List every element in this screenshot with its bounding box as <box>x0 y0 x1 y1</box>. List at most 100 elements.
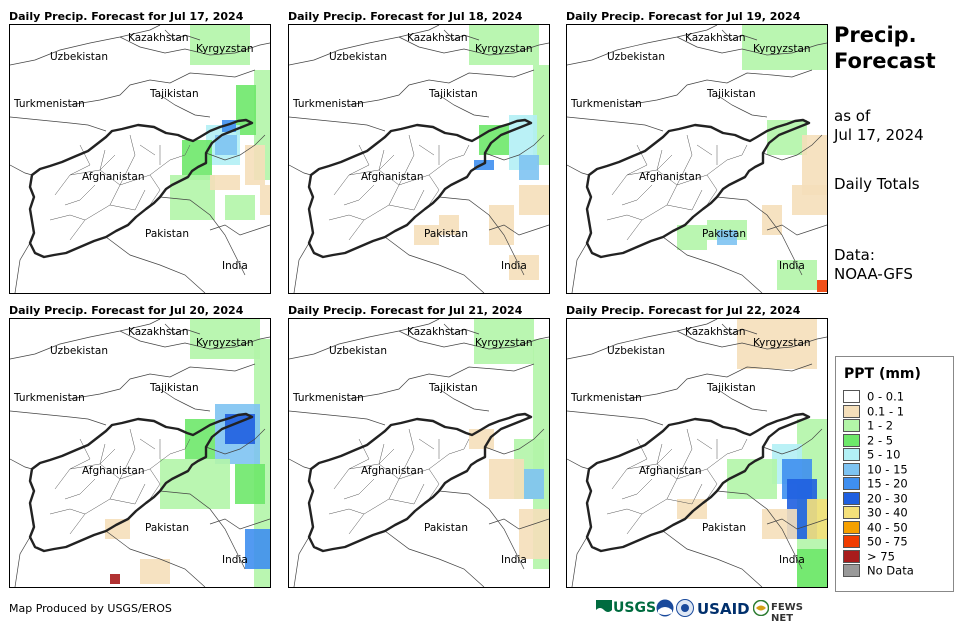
precip-area <box>105 519 130 539</box>
country-border <box>626 69 813 106</box>
country-label: Pakistan <box>424 228 468 240</box>
country-border <box>438 94 490 118</box>
afghanistan-outline <box>28 412 254 553</box>
country-border <box>159 388 211 412</box>
province-boundary <box>333 174 350 196</box>
province-boundary <box>428 174 440 206</box>
province-boundary <box>676 428 693 480</box>
country-border <box>676 36 827 56</box>
legend-swatch <box>843 564 860 577</box>
country-border <box>119 330 270 350</box>
doc-seal-icon <box>676 599 694 617</box>
country-border <box>14 242 31 293</box>
province-boundary <box>378 149 385 171</box>
legend-item: No Data <box>843 563 914 578</box>
precip-area <box>474 160 494 170</box>
province-boundary <box>388 498 415 505</box>
legend-label: 0 - 0.1 <box>867 389 905 404</box>
noaa-logo-icon <box>656 599 674 617</box>
country-border <box>762 134 823 161</box>
country-border <box>10 458 33 470</box>
legend-item: 0 - 0.1 <box>843 389 905 404</box>
country-border <box>716 388 768 412</box>
precip-area <box>215 135 237 155</box>
precip-area <box>439 215 459 235</box>
province-boundary <box>656 154 673 171</box>
country-border <box>571 242 588 293</box>
province-boundary <box>691 483 703 505</box>
province-boundary <box>388 204 415 211</box>
country-border <box>567 319 718 360</box>
country-border <box>626 363 813 400</box>
legend-label: 15 - 20 <box>867 476 908 491</box>
legend-label: > 75 <box>867 549 895 563</box>
precip-area <box>519 185 549 215</box>
precip-area <box>245 145 265 185</box>
province-boundary <box>139 144 156 156</box>
country-border <box>289 116 386 132</box>
legend-label: 20 - 30 <box>867 491 908 505</box>
country-label: Turkmenistan <box>13 98 85 110</box>
country-border <box>69 363 256 400</box>
legend-item: 1 - 2 <box>843 418 893 433</box>
province-boundary <box>64 184 96 206</box>
country-border <box>10 319 161 360</box>
province-boundary <box>656 448 673 465</box>
province-boundary <box>348 169 400 206</box>
province-boundary <box>328 214 365 221</box>
precip-area <box>717 230 737 245</box>
legend-swatch <box>843 433 860 447</box>
precip-area <box>414 225 439 245</box>
panel-title: Daily Precip. Forecast for Jul 20, 2024 <box>9 304 244 317</box>
country-label: Kyrgyzstan <box>196 337 254 349</box>
country-border <box>205 134 266 161</box>
legend-label: 10 - 15 <box>867 462 908 476</box>
province-boundary <box>109 204 136 211</box>
afghanistan-outline <box>28 118 254 259</box>
country-border <box>766 224 827 236</box>
country-label: Kazakhstan <box>407 326 468 338</box>
legend-label: 50 - 75 <box>867 534 908 549</box>
province-boundary <box>119 428 136 480</box>
province-boundary <box>606 214 643 221</box>
legend-label: 0.1 - 1 <box>867 404 905 418</box>
province-boundary <box>418 144 435 156</box>
province-boundary <box>134 483 146 505</box>
country-border <box>10 410 107 426</box>
precip-map: Kazakhstan Kyrgyzstan Uzbekistan Tajikistan… <box>566 24 828 294</box>
province-boundary <box>54 468 71 490</box>
province-boundary <box>621 184 653 206</box>
province-boundary <box>413 189 425 211</box>
legend-item: 10 - 15 <box>843 462 908 476</box>
precip-area <box>677 499 707 519</box>
usgs-logo-icon <box>596 600 612 616</box>
country-border <box>484 134 545 161</box>
afghanistan-outline <box>307 412 533 553</box>
country-border <box>159 196 246 276</box>
province-boundary <box>696 438 713 450</box>
province-boundary <box>343 184 375 206</box>
province-boundary <box>666 204 693 211</box>
legend-item: 40 - 50 <box>843 520 908 534</box>
precip-area <box>677 225 707 250</box>
precip-map: Kazakhstan Kyrgyzstan Uzbekistan Tajikistan… <box>288 24 550 294</box>
country-border <box>14 536 31 587</box>
afghanistan-outline <box>585 118 811 259</box>
data-label: Data: <box>834 246 875 264</box>
country-label: Afghanistan <box>82 171 145 183</box>
country-border <box>119 36 270 56</box>
country-border <box>159 490 246 570</box>
country-label: Kyrgyzstan <box>475 337 533 349</box>
precip-area <box>737 319 817 369</box>
panel-title: Daily Precip. Forecast for Jul 22, 2024 <box>566 304 801 317</box>
province-boundary <box>626 498 668 535</box>
province-boundary <box>99 443 106 465</box>
usgs-logo-text: USGS <box>613 600 657 616</box>
as-of-date: Jul 17, 2024 <box>834 126 924 144</box>
country-border <box>289 319 440 360</box>
legend-item: 30 - 40 <box>843 505 908 520</box>
province-boundary <box>691 189 703 211</box>
province-boundary <box>696 144 713 156</box>
precip-area <box>225 195 255 220</box>
